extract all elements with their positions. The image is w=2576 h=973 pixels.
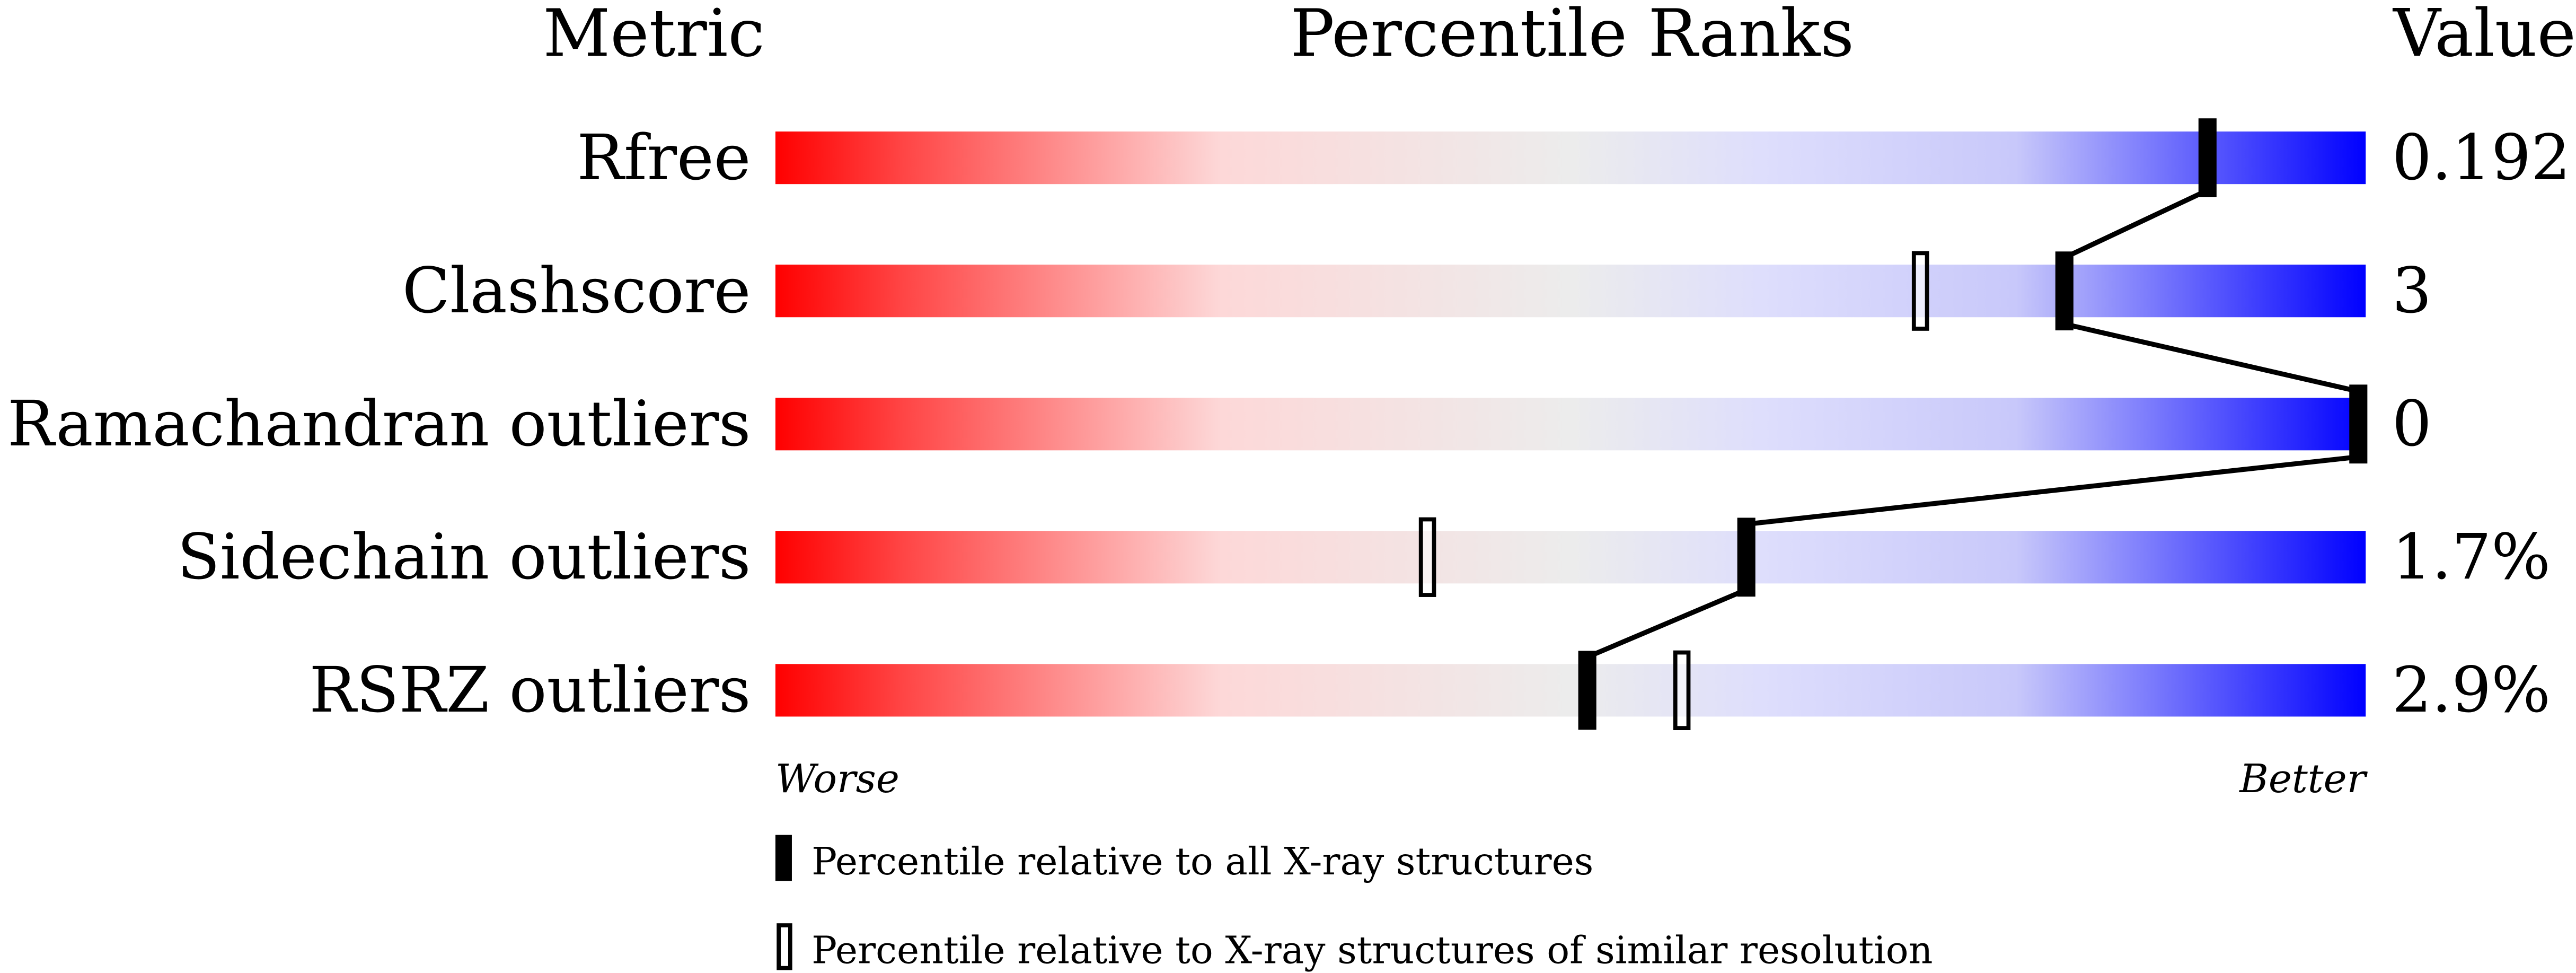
percentile-bar xyxy=(775,664,2366,717)
header-value: Value xyxy=(2392,0,2576,72)
metric-value: 0.192 xyxy=(2392,121,2571,194)
legend-filled-marker xyxy=(775,835,792,881)
metric-label: Clashscore xyxy=(402,255,751,327)
metric-label: Rfree xyxy=(577,121,751,194)
legend-open-label: Percentile relative to X-ray structures … xyxy=(811,928,1933,972)
similar-resolution-marker xyxy=(1911,251,1929,331)
metric-value: 1.7% xyxy=(2392,521,2551,593)
percentile-bar xyxy=(775,265,2366,318)
percentile-bar xyxy=(775,398,2366,451)
similar-resolution-marker xyxy=(1673,650,1691,730)
all-structures-marker xyxy=(1578,651,1596,730)
axis-better-label: Better xyxy=(2238,756,2368,802)
similar-resolution-marker xyxy=(1418,517,1436,597)
axis-worse-label: Worse xyxy=(775,756,899,802)
metric-value: 3 xyxy=(2392,255,2432,327)
metric-label: Sidechain outliers xyxy=(177,521,751,593)
metric-value: 2.9% xyxy=(2392,654,2551,726)
connector-line xyxy=(1585,588,1746,660)
metric-label: RSRZ outliers xyxy=(309,654,751,726)
legend-open-marker xyxy=(777,923,792,970)
all-structures-marker xyxy=(2198,118,2217,197)
connector-line xyxy=(2063,321,2358,394)
connector-line xyxy=(1745,454,2358,527)
all-structures-marker xyxy=(2055,251,2074,331)
header-percentile-ranks: Percentile Ranks xyxy=(1290,0,1854,72)
legend-filled-label: Percentile relative to all X-ray structu… xyxy=(811,839,1593,883)
percentile-bar xyxy=(775,531,2366,584)
metric-value: 0 xyxy=(2392,388,2432,460)
all-structures-marker xyxy=(1737,518,1755,597)
header-metric: Metric xyxy=(543,0,764,72)
metric-label: Ramachandran outliers xyxy=(7,388,751,460)
all-structures-marker xyxy=(2349,384,2368,464)
percentile-bar xyxy=(775,132,2366,185)
connector-line xyxy=(2062,188,2208,260)
